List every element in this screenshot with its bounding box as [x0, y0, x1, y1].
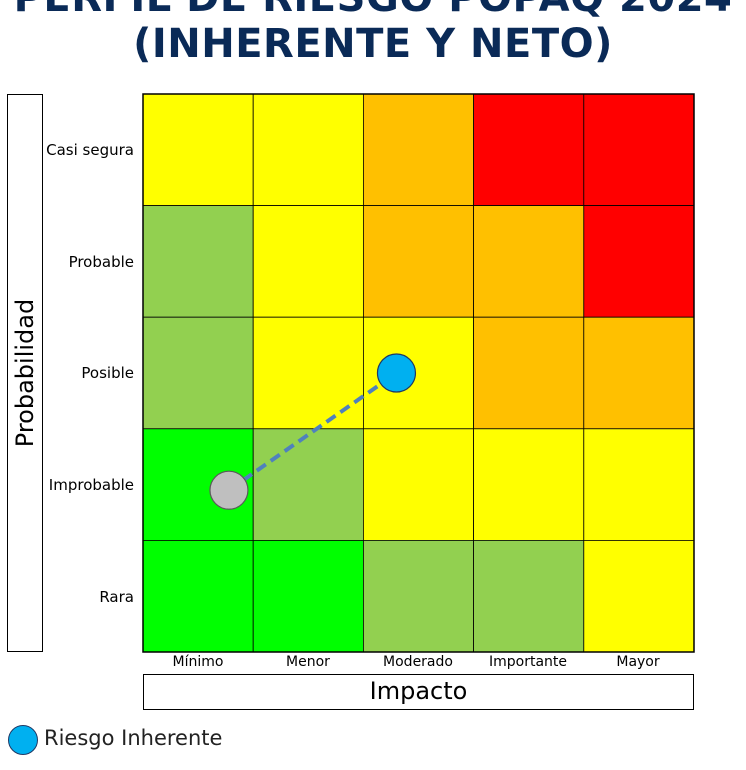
- y-tick-label-probable: Probable: [68, 253, 134, 271]
- matrix-cell-r5-c3: [362, 540, 474, 653]
- matrix-cell-r2-c3: [362, 205, 474, 318]
- matrix-cell-r2-c5: [583, 205, 695, 318]
- marker-riesgo-inherente: [376, 353, 417, 393]
- x-tick-label-importante: Importante: [488, 654, 568, 670]
- matrix-cell-r5-c5: [583, 540, 695, 653]
- matrix-cell-r2-c4: [473, 205, 585, 318]
- matrix-cell-r4-c4: [473, 428, 585, 541]
- matrix-cell-r4-c3: [362, 428, 474, 541]
- x-tick-label-mayor: Mayor: [616, 654, 660, 670]
- chart-title-line1: PERFIL DE RIESGO POPAQ 2024: [0, 0, 746, 22]
- x-tick-label-minimo: Mínimo: [172, 654, 224, 670]
- matrix-cell-r1-c3: [362, 93, 474, 206]
- legend-marker-riesgo-inherente: [8, 725, 38, 755]
- x-tick-label-menor: Menor: [286, 654, 330, 670]
- matrix-cell-r5-c2: [252, 540, 364, 653]
- matrix-cell-r4-c2: [252, 428, 364, 541]
- y-tick-label-casi-segura: Casi segura: [46, 141, 134, 159]
- matrix-border: [142, 93, 695, 653]
- risk-connector-line: [227, 371, 398, 492]
- matrix-cell-r5-c4: [473, 540, 585, 653]
- marker-riesgo-neto: [209, 470, 249, 510]
- matrix-cell-r1-c1: [142, 93, 254, 206]
- matrix-cell-r1-c4: [473, 93, 585, 206]
- matrix-cell-r3-c4: [473, 316, 585, 430]
- matrix-cell-r3-c1: [142, 316, 254, 430]
- y-tick-label-rara: Rara: [99, 588, 134, 606]
- matrix-cell-r2-c1: [142, 205, 254, 318]
- matrix-cell-r1-c5: [583, 93, 695, 206]
- matrix-cell-r2-c2: [252, 205, 364, 318]
- matrix-cell-r3-c5: [583, 316, 695, 430]
- y-tick-label-posible: Posible: [81, 364, 134, 382]
- matrix-cell-r4-c5: [583, 428, 695, 541]
- x-axis-label: Impacto: [143, 674, 694, 710]
- matrix-cell-r1-c2: [252, 93, 364, 206]
- chart-title-line2: (INHERENTE Y NETO): [133, 21, 613, 67]
- matrix-cell-r5-c1: [142, 540, 254, 653]
- x-tick-label-moderado: Moderado: [383, 654, 453, 670]
- y-tick-label-improbable: Improbable: [48, 476, 134, 494]
- legend-label-riesgo-inherente: Riesgo Inherente: [44, 726, 223, 750]
- matrix-cell-r3-c2: [252, 316, 364, 430]
- y-axis-label-box: Probabilidad: [7, 94, 43, 652]
